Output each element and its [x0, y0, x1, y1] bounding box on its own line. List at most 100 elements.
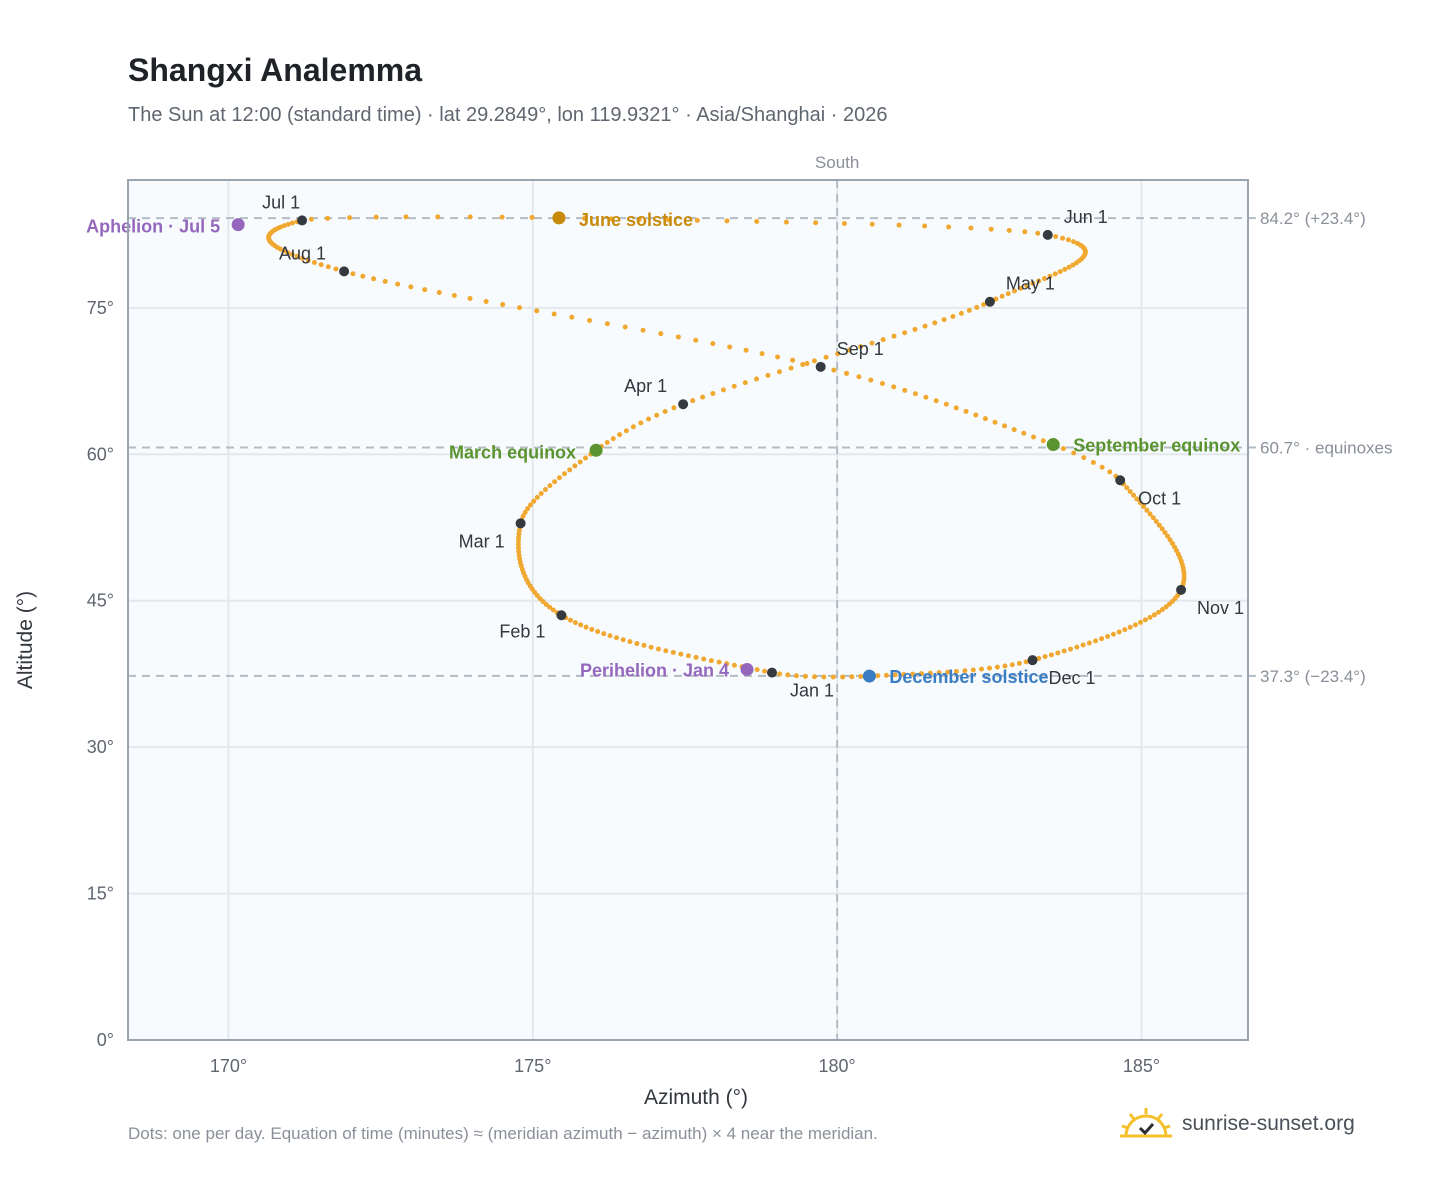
daily-sun-dot [1057, 269, 1063, 275]
daily-sun-dot [1122, 627, 1128, 633]
daily-sun-dot [922, 323, 928, 329]
daily-sun-dot [841, 220, 847, 226]
daily-sun-dot [1009, 662, 1015, 668]
daily-sun-dot [1068, 646, 1074, 652]
daily-sun-dot [1107, 469, 1113, 475]
month-marker [1042, 229, 1053, 240]
daily-sun-dot [675, 334, 681, 340]
daily-sun-dot [578, 622, 584, 628]
daily-sun-dot [1156, 522, 1162, 528]
daily-sun-dot [542, 487, 548, 493]
daily-sun-dot [785, 672, 791, 678]
daily-sun-dot [775, 354, 781, 360]
daily-sun-dot [671, 405, 677, 411]
daily-sun-dot [522, 509, 528, 515]
daily-sun-dot [1060, 235, 1066, 241]
daily-sun-dot [620, 637, 626, 643]
daily-sun-dot [422, 287, 428, 293]
daily-sun-dot [1048, 652, 1054, 658]
daily-sun-dot [901, 672, 907, 678]
daily-sun-dot [538, 490, 544, 496]
daily-sun-dot [1066, 264, 1072, 270]
daily-sun-dot [567, 617, 573, 623]
daily-sun-dot [700, 394, 706, 400]
daily-sun-dot [634, 641, 640, 647]
daily-sun-dot [299, 255, 305, 261]
daily-sun-dot [1124, 485, 1130, 491]
daily-sun-dot [663, 648, 669, 654]
daily-sun-dot [1151, 612, 1157, 618]
daily-sun-dot [813, 220, 819, 226]
month-marker [678, 399, 689, 410]
daily-sun-dot [627, 639, 633, 645]
daily-sun-dot [1061, 648, 1067, 654]
daily-sun-dot [1060, 446, 1066, 452]
month-marker [556, 610, 567, 621]
daily-sun-dot [981, 302, 987, 308]
daily-sun-dot [891, 384, 897, 390]
daily-sun-dot [793, 673, 799, 679]
daily-sun-dot [638, 420, 644, 426]
daily-sun-dot [994, 664, 1000, 670]
daily-sun-dot [970, 667, 976, 673]
daily-sun-dot [1093, 638, 1099, 644]
daily-sun-dot [720, 387, 726, 393]
daily-sun-dot [902, 387, 908, 393]
event-label: March equinox [449, 442, 576, 462]
daily-sun-dot [992, 419, 998, 425]
daily-sun-dot [552, 479, 558, 485]
daily-sun-dot [999, 293, 1005, 299]
daily-sun-dot [868, 377, 874, 383]
daily-sun-dot [1090, 459, 1096, 465]
x-axis-title: Azimuth (°) [644, 1086, 748, 1109]
daily-sun-dot [561, 471, 567, 477]
daily-sun-dot [727, 344, 733, 350]
daily-sun-dot [840, 674, 846, 680]
month-marker [339, 266, 350, 277]
y-tick-label: 30° [87, 737, 114, 757]
daily-sun-dot [835, 351, 841, 357]
daily-sun-dot [974, 304, 980, 310]
daily-sun-dot [614, 635, 620, 641]
daily-sun-dot [1040, 438, 1046, 444]
daily-sun-dot [936, 670, 942, 676]
daily-sun-dot [1074, 240, 1080, 246]
daily-sun-dot [534, 494, 540, 500]
daily-sun-dot [1018, 285, 1024, 291]
daily-sun-dot [1031, 434, 1037, 440]
event-label: December solstice [889, 667, 1048, 687]
daily-sun-dot [800, 361, 806, 367]
daily-sun-dot [623, 428, 629, 434]
daily-sun-dot [690, 398, 696, 404]
month-marker-label: Apr 1 [624, 376, 667, 396]
event-marker-apsis [740, 662, 754, 676]
daily-sun-dot [395, 281, 401, 287]
daily-sun-dot [1166, 601, 1172, 607]
daily-sun-dot [1099, 464, 1105, 470]
event-label: Perihelion · Jan 4 [580, 660, 729, 680]
daily-sun-dot [724, 218, 730, 224]
daily-sun-dot [569, 314, 575, 320]
month-marker [767, 667, 777, 678]
daily-sun-dot [966, 307, 972, 313]
daily-sun-dot [515, 538, 521, 544]
daily-sun-dot [583, 624, 589, 630]
brand-logo[interactable]: sunrise-sunset.org [1120, 1104, 1355, 1144]
daily-sun-dot [731, 383, 737, 389]
daily-sun-dot [912, 326, 918, 332]
daily-sun-dot [754, 218, 760, 224]
daily-sun-dot [617, 432, 623, 438]
daily-sun-dot [1071, 450, 1077, 456]
daily-sun-dot [515, 545, 521, 551]
daily-sun-dot [451, 292, 457, 298]
month-marker [1027, 655, 1038, 666]
daily-sun-dot [982, 416, 988, 422]
daily-sun-dot [547, 604, 553, 610]
daily-sun-dot [812, 674, 818, 680]
daily-sun-dot [973, 412, 979, 418]
daily-sun-dot [1036, 655, 1042, 661]
daily-sun-dot [520, 513, 526, 519]
daily-sun-dot [604, 440, 610, 446]
daily-sun-dot [281, 248, 287, 254]
daily-sun-dot [529, 214, 535, 220]
